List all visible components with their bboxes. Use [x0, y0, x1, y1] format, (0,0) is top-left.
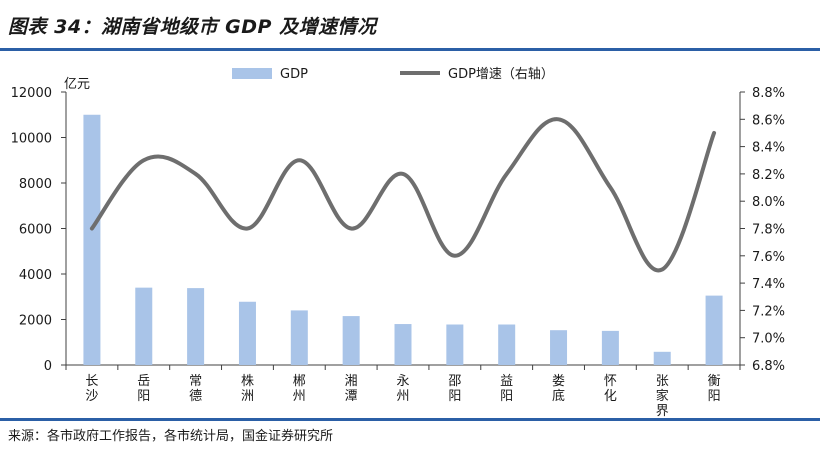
bars [83, 114, 723, 365]
y-right-tick-label: 7.8% [752, 223, 785, 238]
y-left-axis-label: 亿元 [64, 77, 90, 92]
y-left-tick-label: 10000 [11, 132, 52, 147]
legend: GDP GDP增速（右轴） [232, 67, 554, 82]
y-left-tick-label: 4000 [19, 268, 52, 283]
bar [446, 324, 464, 365]
y-left-tick-label: 2000 [19, 314, 52, 329]
y-right-tick-label: 7.2% [752, 304, 785, 319]
bar [394, 324, 412, 365]
y-right-tick-label: 6.8% [752, 359, 785, 374]
bar [653, 351, 671, 365]
x-tick-label: 娄底 [552, 374, 565, 404]
bar [135, 287, 153, 365]
growth-line-layer [89, 117, 717, 273]
legend-label-gdp: GDP [280, 67, 308, 82]
x-tick-label: 常德 [189, 374, 202, 404]
y-left-tick-labels: 0 2000 4000 6000 8000 10000 12000 [11, 86, 52, 374]
top-rule [0, 48, 820, 51]
bar [498, 324, 516, 365]
y-right-tick-label: 7.6% [752, 250, 785, 265]
y-right-tick-label: 8.6% [752, 113, 785, 128]
y-left-tick-label: 12000 [11, 86, 52, 101]
bar [290, 310, 308, 365]
legend-label-growth: GDP增速（右轴） [448, 67, 554, 82]
y-right-tick-label: 8.2% [752, 168, 785, 183]
y-right-tick-label: 8.4% [752, 141, 785, 156]
bar [601, 330, 619, 365]
y-right-tick-label: 7.4% [752, 277, 785, 292]
legend-swatch-gdp [232, 68, 272, 79]
x-tick-labels: 长沙 岳阳 常德 株洲 郴州 湘潭 永州 邵阳 益阳 娄底 怀化 张家界 衡阳 [85, 374, 720, 419]
bottom-rule [0, 418, 820, 421]
x-tick-label: 郴州 [293, 374, 306, 404]
y-left-tick-label: 6000 [19, 223, 52, 238]
x-tick-label: 张家界 [656, 374, 669, 419]
source-note: 来源：各市政府工作报告，各市统计局，国金证券研究所 [8, 429, 334, 444]
bar [187, 288, 205, 365]
y-right-tick-label: 8.8% [752, 86, 785, 101]
bar [238, 301, 256, 365]
x-tick-label: 益阳 [500, 374, 513, 404]
x-tick-label: 岳阳 [137, 374, 150, 404]
x-tick-label: 衡阳 [708, 374, 721, 404]
y-right-tick-label: 8.0% [752, 195, 785, 210]
x-tick-label: 长沙 [85, 374, 98, 404]
bar [342, 316, 360, 365]
y-right-tick-labels: 6.8% 7.0% 7.2% 7.4% 7.6% 7.8% 8.0% 8.2% 8.4% 8.6%… [752, 86, 785, 374]
growth-line [89, 117, 717, 273]
bar [550, 330, 568, 365]
bar [705, 295, 723, 365]
x-tick-label: 湘潭 [345, 374, 358, 404]
y-left-tick-label: 0 [44, 359, 52, 374]
x-tick-label: 怀化 [604, 374, 617, 404]
y-left-tick-label: 8000 [19, 177, 52, 192]
y-right-tick-label: 7.0% [752, 332, 785, 347]
x-tick-label: 株洲 [241, 374, 254, 404]
x-tick-label: 邵阳 [448, 374, 461, 404]
bar [83, 114, 101, 365]
x-tick-label: 永州 [396, 374, 409, 404]
chart-title: 图表 34：湖南省地级市 GDP 及增速情况 [8, 16, 377, 38]
